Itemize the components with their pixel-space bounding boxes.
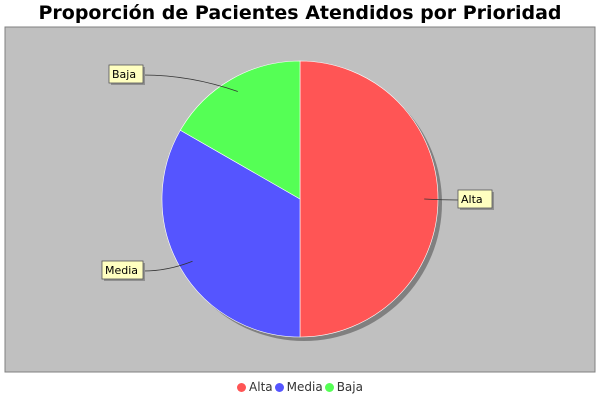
legend-label-media: Media bbox=[286, 380, 323, 394]
slice-label-baja: Baja bbox=[112, 68, 136, 81]
slice-label-media: Media bbox=[105, 264, 138, 277]
legend-swatch-media bbox=[274, 383, 284, 392]
leader-line-baja bbox=[142, 74, 238, 92]
legend-swatch-baja bbox=[324, 383, 334, 392]
legend-item-media: Media bbox=[274, 380, 323, 394]
legend-label-baja: Baja bbox=[336, 380, 363, 394]
chart-title: Proporción de Pacientes Atendidos por Pr… bbox=[38, 2, 562, 24]
slice-label-box-media bbox=[101, 260, 144, 280]
leader-line-media bbox=[142, 260, 193, 272]
legend-item-alta: Alta bbox=[237, 380, 273, 394]
legend-item-baja: Baja bbox=[324, 380, 363, 394]
legend-swatch-alta bbox=[237, 383, 247, 392]
pie-slice-baja bbox=[179, 60, 301, 200]
pie-slice-media bbox=[161, 129, 301, 338]
chart-legend: Alta Media Baja bbox=[0, 380, 600, 394]
slice-label-box-alta bbox=[457, 189, 493, 209]
slice-label-alta: Alta bbox=[461, 193, 483, 206]
leader-line-alta bbox=[424, 198, 459, 201]
slice-label-box-baja bbox=[108, 64, 144, 84]
pie-slice-alta bbox=[299, 60, 439, 338]
legend-label-alta: Alta bbox=[249, 380, 273, 394]
